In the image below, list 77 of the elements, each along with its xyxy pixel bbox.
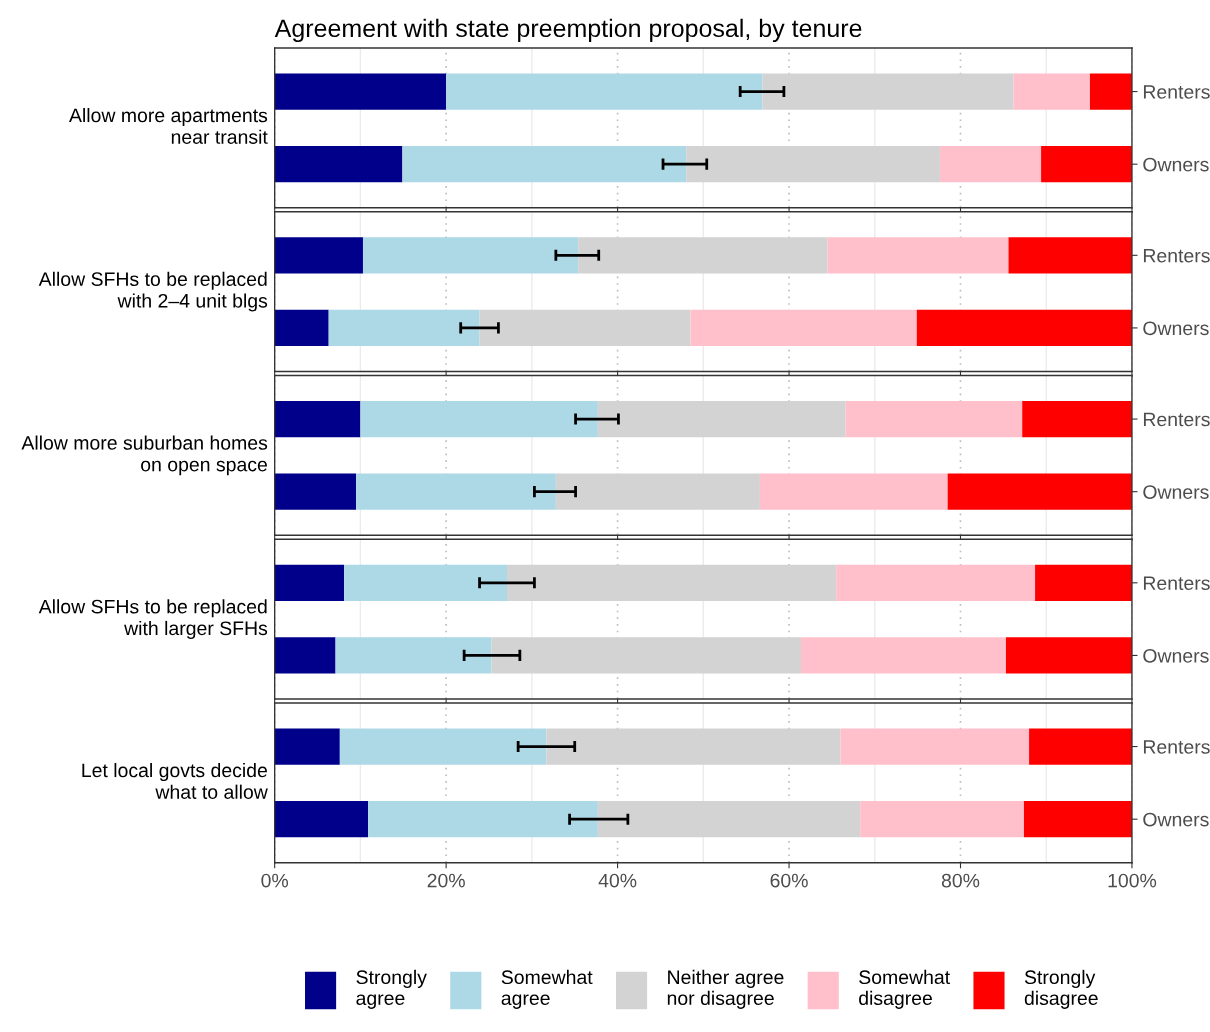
y-axis-title: Allow more suburban homes on open space (21, 435, 268, 476)
bar (402, 146, 687, 183)
bar (274, 237, 363, 274)
bar (860, 801, 1024, 838)
bar (274, 637, 336, 674)
bar (1013, 73, 1090, 110)
legend-label: Strongly agree (356, 969, 427, 1009)
y-tick-label: Renters (1143, 576, 1210, 591)
y-tick-label: Owners (1143, 157, 1209, 172)
bar (555, 473, 760, 510)
bar (274, 564, 345, 601)
bar (845, 400, 1023, 438)
y-axis-title: Allow SFHs to be replaced with larger SFHs (38, 599, 268, 640)
bar (274, 728, 340, 765)
y-axis-title: Allow SFHs to be replaced with 2–4 unit blgs (38, 271, 268, 312)
bar (939, 146, 1042, 183)
bar (274, 146, 403, 183)
x-tick-label: 20% (427, 873, 465, 888)
chart-title: Agreement with state preemption proposal, by tenure (274, 18, 862, 43)
bar (335, 637, 492, 674)
legend-label: Somewhat agree (501, 969, 593, 1009)
x-tick-label: 100% (1108, 873, 1157, 888)
y-tick-label: Renters (1143, 248, 1210, 263)
bar (274, 801, 369, 838)
bar (344, 564, 507, 601)
x-tick-label: 60% (770, 873, 808, 888)
bar (274, 309, 329, 347)
bar (479, 309, 691, 347)
bar (686, 146, 940, 183)
bar (360, 400, 598, 438)
bar (1008, 237, 1132, 274)
bar (446, 73, 763, 110)
bar (328, 309, 480, 347)
y-tick-label: Renters (1143, 412, 1210, 427)
legend-label: Neither agree nor disagree (667, 969, 784, 1009)
bar (491, 637, 802, 674)
bar (1029, 728, 1132, 765)
y-tick-label: Owners (1143, 812, 1209, 827)
bar (546, 728, 841, 765)
y-tick-label: Owners (1143, 485, 1209, 499)
bar (947, 473, 1132, 510)
bar (339, 728, 547, 765)
x-tick-label: 0% (261, 873, 289, 888)
bar (1005, 637, 1132, 674)
bar (597, 801, 861, 838)
bar (690, 309, 917, 347)
bar (840, 728, 1030, 765)
bar (827, 237, 1009, 274)
x-tick-label: 80% (941, 873, 980, 888)
bar (759, 473, 948, 510)
bar (801, 637, 1006, 674)
bar (274, 73, 447, 110)
bar (762, 73, 1014, 110)
y-tick-label: Owners (1143, 648, 1209, 663)
bar (362, 237, 579, 274)
bar (597, 400, 846, 438)
bar (1022, 400, 1132, 438)
bar (578, 237, 828, 274)
y-tick-label: Owners (1143, 321, 1209, 336)
y-tick-label: Renters (1143, 85, 1210, 99)
bar (274, 400, 361, 438)
bar (274, 473, 357, 510)
bar (1089, 73, 1132, 110)
bar (916, 309, 1132, 347)
bar (506, 564, 837, 601)
y-tick-label: Renters (1143, 740, 1210, 754)
bar (1041, 146, 1132, 183)
bar (836, 564, 1036, 601)
y-axis-title: Let local govts decide what to allow (82, 762, 268, 799)
legend-label: Somewhat disagree (859, 969, 950, 1009)
bar (368, 801, 598, 838)
legend-label: Strongly disagree (1024, 969, 1098, 1009)
bar (1023, 801, 1132, 838)
bar (356, 473, 556, 510)
bar (1035, 564, 1132, 601)
y-axis-title: Allow more apartments near transit (69, 107, 268, 144)
x-tick-label: 40% (598, 873, 637, 888)
